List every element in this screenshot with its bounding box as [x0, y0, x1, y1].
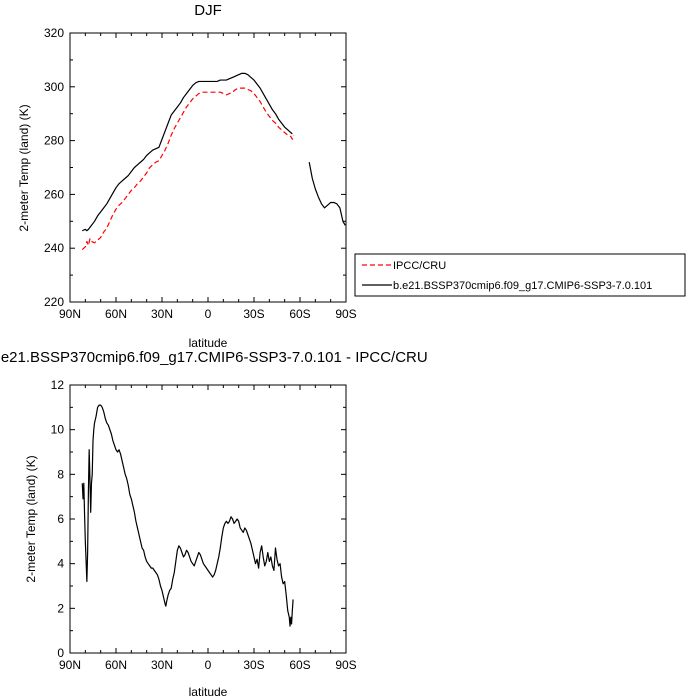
bottom-chart-ylabel: 2-meter Temp (land) (K): [24, 455, 38, 582]
bottom-chart-y-axis: 0 2 4 6 8 10 12: [51, 378, 346, 660]
y-tick-label: 6: [57, 512, 64, 526]
top-chart-plot-frame: [69, 32, 347, 303]
y-tick-label: 260: [44, 187, 64, 201]
x-tick-label: 90S: [335, 658, 356, 672]
bottom-chart-series: [81, 404, 294, 627]
y-tick-label: 240: [44, 241, 64, 255]
y-tick-label: 0: [57, 646, 64, 660]
bottom-chart: b.e21.BSSP370cmip6.f09_g17.CMIP6-SSP3-7.…: [0, 349, 428, 699]
top-chart-title: DJF: [194, 2, 222, 19]
top-chart-series: [81, 72, 346, 251]
top-chart-xlabel: latitude: [189, 336, 228, 350]
y-tick-label: 12: [51, 378, 65, 392]
x-tick-label: 60N: [105, 307, 127, 321]
x-tick-label: 30N: [151, 307, 173, 321]
x-tick-label: 60N: [105, 658, 127, 672]
bottom-chart-plot-frame: [69, 384, 347, 654]
top-chart-y-axis: 220 240 260 280 300 320: [44, 26, 346, 309]
x-tick-label: 90N: [59, 307, 81, 321]
top-chart-x-axis: 90N 60N 30N 0 30S 60S 90S: [59, 33, 357, 321]
y-tick-label: 280: [44, 134, 64, 148]
x-tick-label: 60S: [289, 658, 310, 672]
y-tick-label: 2: [57, 601, 64, 615]
x-tick-label: 30S: [243, 658, 264, 672]
y-tick-label: 4: [57, 557, 64, 571]
bottom-chart-title: b.e21.BSSP370cmip6.f09_g17.CMIP6-SSP3-7.…: [0, 349, 428, 366]
y-tick-label: 8: [57, 467, 64, 481]
x-tick-label: 0: [205, 658, 212, 672]
x-tick-label: 90N: [59, 658, 81, 672]
x-tick-label: 30N: [151, 658, 173, 672]
y-tick-label: 220: [44, 295, 64, 309]
x-tick-label: 60S: [289, 307, 310, 321]
series-line: [81, 404, 294, 627]
x-tick-label: 90S: [335, 307, 356, 321]
series-line: [81, 87, 295, 251]
series-line: [82, 72, 293, 232]
top-chart-ylabel: 2-meter Temp (land) (K): [17, 104, 31, 231]
y-tick-label: 10: [51, 423, 65, 437]
bottom-chart-x-axis: 90N 60N 30N 0 30S 60S 90S: [59, 385, 357, 672]
legend-label-ipcc-cru: IPCC/CRU: [393, 260, 446, 272]
y-tick-label: 320: [44, 26, 64, 40]
bottom-chart-xlabel: latitude: [189, 685, 228, 699]
x-tick-label: 0: [205, 307, 212, 321]
y-tick-label: 300: [44, 80, 64, 94]
legend-label-model: b.e21.BSSP370cmip6.f09_g17.CMIP6-SSP3-7.…: [393, 280, 652, 292]
x-tick-label: 30S: [243, 307, 264, 321]
series-line: [308, 162, 346, 226]
legend: IPCC/CRU b.e21.BSSP370cmip6.f09_g17.CMIP…: [354, 253, 686, 297]
legend-box: [354, 253, 686, 297]
